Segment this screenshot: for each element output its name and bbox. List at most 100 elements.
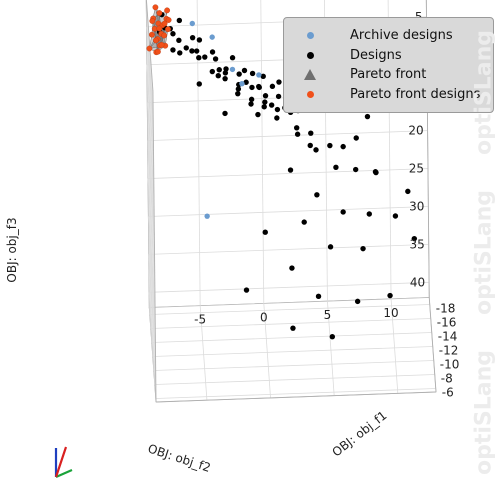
- design-point: [189, 34, 196, 41]
- pareto-design-point: [164, 7, 171, 14]
- design-point: [287, 167, 294, 173]
- design-point: [289, 265, 295, 271]
- archive-design-point: [204, 213, 210, 219]
- grid-f2-back: [196, 0, 201, 306]
- design-point: [183, 45, 189, 51]
- design-point: [196, 55, 202, 61]
- design-point: [170, 47, 176, 53]
- design-point: [243, 79, 249, 85]
- design-point: [236, 71, 242, 77]
- design-point: [411, 235, 418, 242]
- grid-f2-floor: [390, 298, 399, 394]
- pareto-design-point: [149, 18, 156, 24]
- grid-f1-floor: [155, 388, 436, 399]
- grid-f1-back: [149, 45, 154, 357]
- grid-f1-back: [151, 73, 156, 385]
- design-point: [261, 104, 267, 110]
- legend-item-designs[interactable]: Designs: [300, 46, 402, 65]
- design-point: [308, 130, 314, 136]
- legend: Archive designs Designs Pareto front Par…: [283, 17, 494, 113]
- pareto-design-point: [165, 17, 172, 23]
- design-point: [216, 67, 222, 73]
- design-point: [405, 188, 411, 195]
- archive-design-point: [189, 20, 196, 27]
- design-point: [392, 213, 399, 219]
- design-point: [329, 334, 336, 340]
- design-point: [262, 99, 268, 105]
- legend-archive-marker: [306, 32, 314, 39]
- f1-tick-label: -6: [442, 386, 454, 400]
- grid-f2-floor: [199, 305, 208, 401]
- f1-tick-label: -12: [439, 344, 459, 358]
- design-point: [274, 115, 280, 121]
- legend-designs-marker: [306, 52, 314, 59]
- grid-f1-floor: [154, 374, 435, 385]
- legend-pareto-front-marker: [304, 69, 316, 80]
- pareto-design-point: [149, 31, 155, 38]
- pareto-design-point: [155, 48, 161, 55]
- design-point: [215, 72, 221, 79]
- design-point: [229, 55, 236, 61]
- z-tick-label: 30: [409, 199, 424, 213]
- design-point: [249, 70, 256, 77]
- legend-pareto-designs-marker: [306, 91, 314, 98]
- design-point: [222, 75, 228, 82]
- design-point: [333, 164, 339, 170]
- design-point: [307, 142, 313, 149]
- design-point: [314, 192, 320, 198]
- design-point: [276, 79, 282, 85]
- design-point: [364, 113, 371, 120]
- f1-tick-label: -14: [438, 330, 458, 344]
- design-point: [293, 125, 300, 131]
- z-tick-label: 25: [409, 162, 424, 176]
- grid-f1-back: [146, 3, 151, 315]
- legend-label-pareto-front-designs: Pareto front designs: [350, 87, 481, 102]
- box-edge: [152, 91, 157, 403]
- design-point: [360, 245, 366, 252]
- pareto-design-point: [156, 25, 163, 32]
- f2-tick-label: 0: [260, 310, 268, 324]
- z-tick-label: 35: [409, 237, 424, 251]
- grid-f1-floor: [151, 332, 432, 343]
- design-point: [176, 17, 183, 24]
- grid-f1-floor: [153, 360, 434, 371]
- design-point: [315, 293, 322, 300]
- design-point: [269, 83, 276, 90]
- design-point: [373, 169, 379, 176]
- f1-tick-label: -8: [441, 372, 453, 386]
- grid-z-right: [149, 281, 430, 293]
- f2-tick-label: -5: [194, 313, 206, 327]
- design-point: [366, 211, 372, 217]
- design-point: [327, 244, 334, 250]
- z-axis-label: OBJ: obj_f3: [5, 217, 19, 282]
- design-point: [262, 229, 268, 235]
- design-point: [193, 48, 200, 54]
- design-point: [177, 50, 183, 56]
- f2-tick-label: 10: [383, 306, 398, 320]
- legend-item-pareto-front[interactable]: Pareto front: [300, 65, 426, 84]
- grid-f1-back: [148, 31, 153, 343]
- design-point: [196, 81, 202, 87]
- design-point: [241, 67, 248, 74]
- archive-design-point: [256, 72, 262, 78]
- legend-item-archive-designs[interactable]: Archive designs: [300, 26, 453, 45]
- design-point: [340, 209, 346, 215]
- grid-f2-back: [260, 0, 265, 304]
- grid-f1-floor: [150, 318, 431, 329]
- legend-item-pareto-front-designs[interactable]: Pareto front designs: [300, 85, 480, 104]
- design-point: [353, 135, 359, 141]
- pareto-design-point: [153, 37, 159, 44]
- archive-design-point: [209, 34, 215, 40]
- design-point: [256, 83, 262, 90]
- legend-label-designs: Designs: [350, 48, 402, 63]
- design-point: [268, 102, 275, 108]
- grid-f1-back: [150, 59, 155, 371]
- f1-tick-label: -18: [436, 302, 456, 316]
- design-point: [294, 131, 301, 137]
- z-tick-label: 20: [408, 124, 423, 138]
- pareto-design-point: [156, 10, 163, 16]
- design-point: [222, 110, 228, 117]
- grid-z-right: [147, 130, 428, 142]
- design-point: [243, 287, 250, 293]
- f2-axis-label: OBJ: obj_f2: [146, 441, 212, 474]
